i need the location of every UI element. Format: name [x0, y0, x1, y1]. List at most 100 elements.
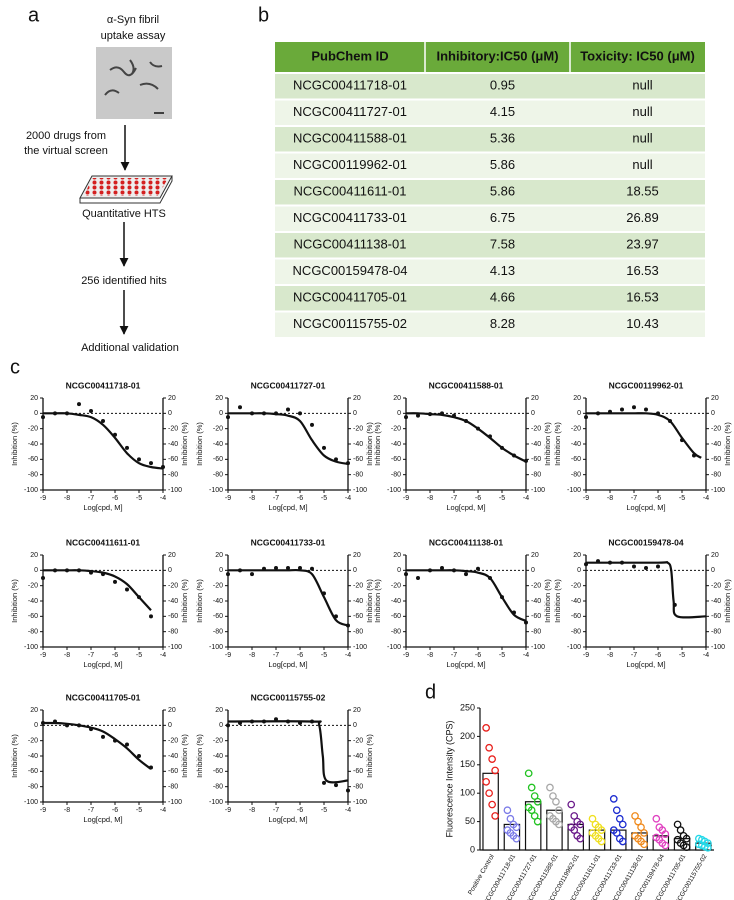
data-point	[262, 719, 266, 724]
assay-title-line: α-Syn fibril	[107, 14, 159, 26]
data-point	[310, 719, 314, 724]
table-cell: NCGC00159478-04	[293, 263, 408, 278]
table-row-bg	[275, 180, 705, 205]
y-tick-label: -40	[213, 441, 223, 448]
table-cell: NCGC00119962-01	[293, 157, 407, 172]
x-tick-label: -4	[703, 495, 709, 502]
data-point	[226, 723, 230, 728]
x-tick-label: -7	[88, 652, 94, 659]
step-label: Quantitative HTS	[82, 208, 166, 220]
x-tick-label: -9	[583, 495, 589, 502]
data-point	[524, 620, 528, 625]
y2-tick-label: 20	[711, 552, 719, 559]
table-cell: 4.15	[490, 104, 515, 119]
x-tick-label: -6	[655, 495, 661, 502]
y2-tick-label: -80	[711, 472, 721, 479]
data-point	[65, 411, 69, 416]
chart-title: NCGC00411611-01	[66, 537, 140, 547]
table-header: Inhibitory:IC50 (μM)	[436, 48, 558, 63]
y-tick-label: -100	[24, 644, 38, 651]
x-tick-label: -5	[499, 652, 505, 659]
data-point	[77, 723, 81, 728]
x-axis-label: Log[cpd, M]	[83, 815, 122, 824]
table-header-bg	[275, 42, 705, 72]
x-tick-label: -7	[451, 495, 457, 502]
y-axis-label: Fluorescence Intensity (CPS)	[444, 720, 454, 837]
chart-title: NCGC00159478-04	[608, 537, 683, 547]
panel-letter: a	[28, 4, 40, 26]
x-tick-label: -7	[273, 652, 279, 659]
y-tick-label: -80	[213, 784, 223, 791]
fit-curve	[228, 568, 349, 627]
y-tick-label: 20	[573, 552, 581, 559]
table-row-bg	[275, 206, 705, 231]
fit-curve	[406, 569, 527, 622]
y2-tick-label: 20	[353, 707, 361, 714]
y-tick-label: 0	[397, 567, 401, 574]
x-tick-label: -8	[249, 807, 255, 814]
data-point	[692, 453, 696, 458]
data-point	[322, 591, 326, 596]
table-cell: NCGC00411733-01	[293, 210, 407, 225]
x-tick-label: -5	[136, 652, 142, 659]
y2-axis-label: Inhibition (%)	[365, 422, 374, 466]
x-axis-label: Log[cpd, M]	[446, 503, 485, 512]
data-point	[250, 411, 254, 416]
data-point	[608, 560, 612, 565]
y2-tick-label: -20	[353, 583, 363, 590]
data-point	[584, 415, 588, 420]
table-cell: null	[632, 157, 652, 172]
data-point	[485, 789, 493, 798]
data-point	[404, 415, 408, 420]
data-point	[644, 566, 648, 571]
data-point	[597, 837, 606, 846]
data-point	[310, 566, 314, 571]
bar	[524, 801, 542, 851]
data-point	[609, 795, 618, 803]
y2-tick-label: 0	[353, 722, 357, 729]
table-cell: 18.55	[626, 184, 659, 199]
y-tick-label: -80	[571, 629, 581, 636]
y-tick-label: -80	[391, 629, 401, 636]
data-point	[680, 438, 684, 443]
table-header: PubChem ID	[311, 48, 388, 63]
y2-tick-label: 0	[168, 722, 172, 729]
table-cell: 23.97	[626, 237, 659, 252]
x-tick-label: -4	[703, 652, 709, 659]
data-point	[482, 777, 490, 786]
data-point	[570, 812, 579, 820]
y-tick-label: 150	[460, 759, 475, 769]
y2-tick-label: 20	[353, 395, 361, 402]
y2-tick-label: -60	[168, 613, 178, 620]
data-point	[41, 576, 45, 580]
y-tick-label: -100	[24, 487, 38, 494]
x-axis-label: Log[cpd, M]	[268, 815, 307, 824]
plate-edge	[79, 176, 173, 204]
y2-tick-label: -40	[168, 753, 178, 760]
table-cell: 5.86	[490, 184, 515, 199]
table-row-bg	[275, 100, 705, 125]
data-point	[597, 826, 606, 834]
y2-axis-label: Inhibition (%)	[180, 422, 189, 466]
y2-tick-label: -40	[168, 441, 178, 448]
data-point	[452, 568, 456, 573]
table-row-bg	[275, 286, 705, 311]
x-tick-label: -8	[427, 652, 433, 659]
y-tick-label: 0	[397, 410, 401, 417]
x-axis-label: Log[cpd, M]	[268, 660, 307, 669]
y2-tick-label: 0	[353, 410, 357, 417]
y2-tick-label: -40	[168, 598, 178, 605]
x-tick-label: -9	[583, 652, 589, 659]
data-point	[546, 783, 554, 792]
table-row-bg	[275, 127, 705, 152]
table-cell: 4.13	[490, 263, 515, 278]
y-tick-label: 0	[219, 410, 223, 417]
x-axis-label: Log[cpd, M]	[268, 503, 307, 512]
y2-tick-label: -20	[168, 426, 178, 433]
assay-title-line: uptake assay	[101, 30, 166, 42]
table-cell: null	[632, 104, 652, 119]
x-tick-label: -7	[451, 652, 457, 659]
data-point	[549, 792, 557, 800]
y2-tick-label: 0	[168, 410, 172, 417]
y-tick-label: -100	[567, 644, 581, 651]
